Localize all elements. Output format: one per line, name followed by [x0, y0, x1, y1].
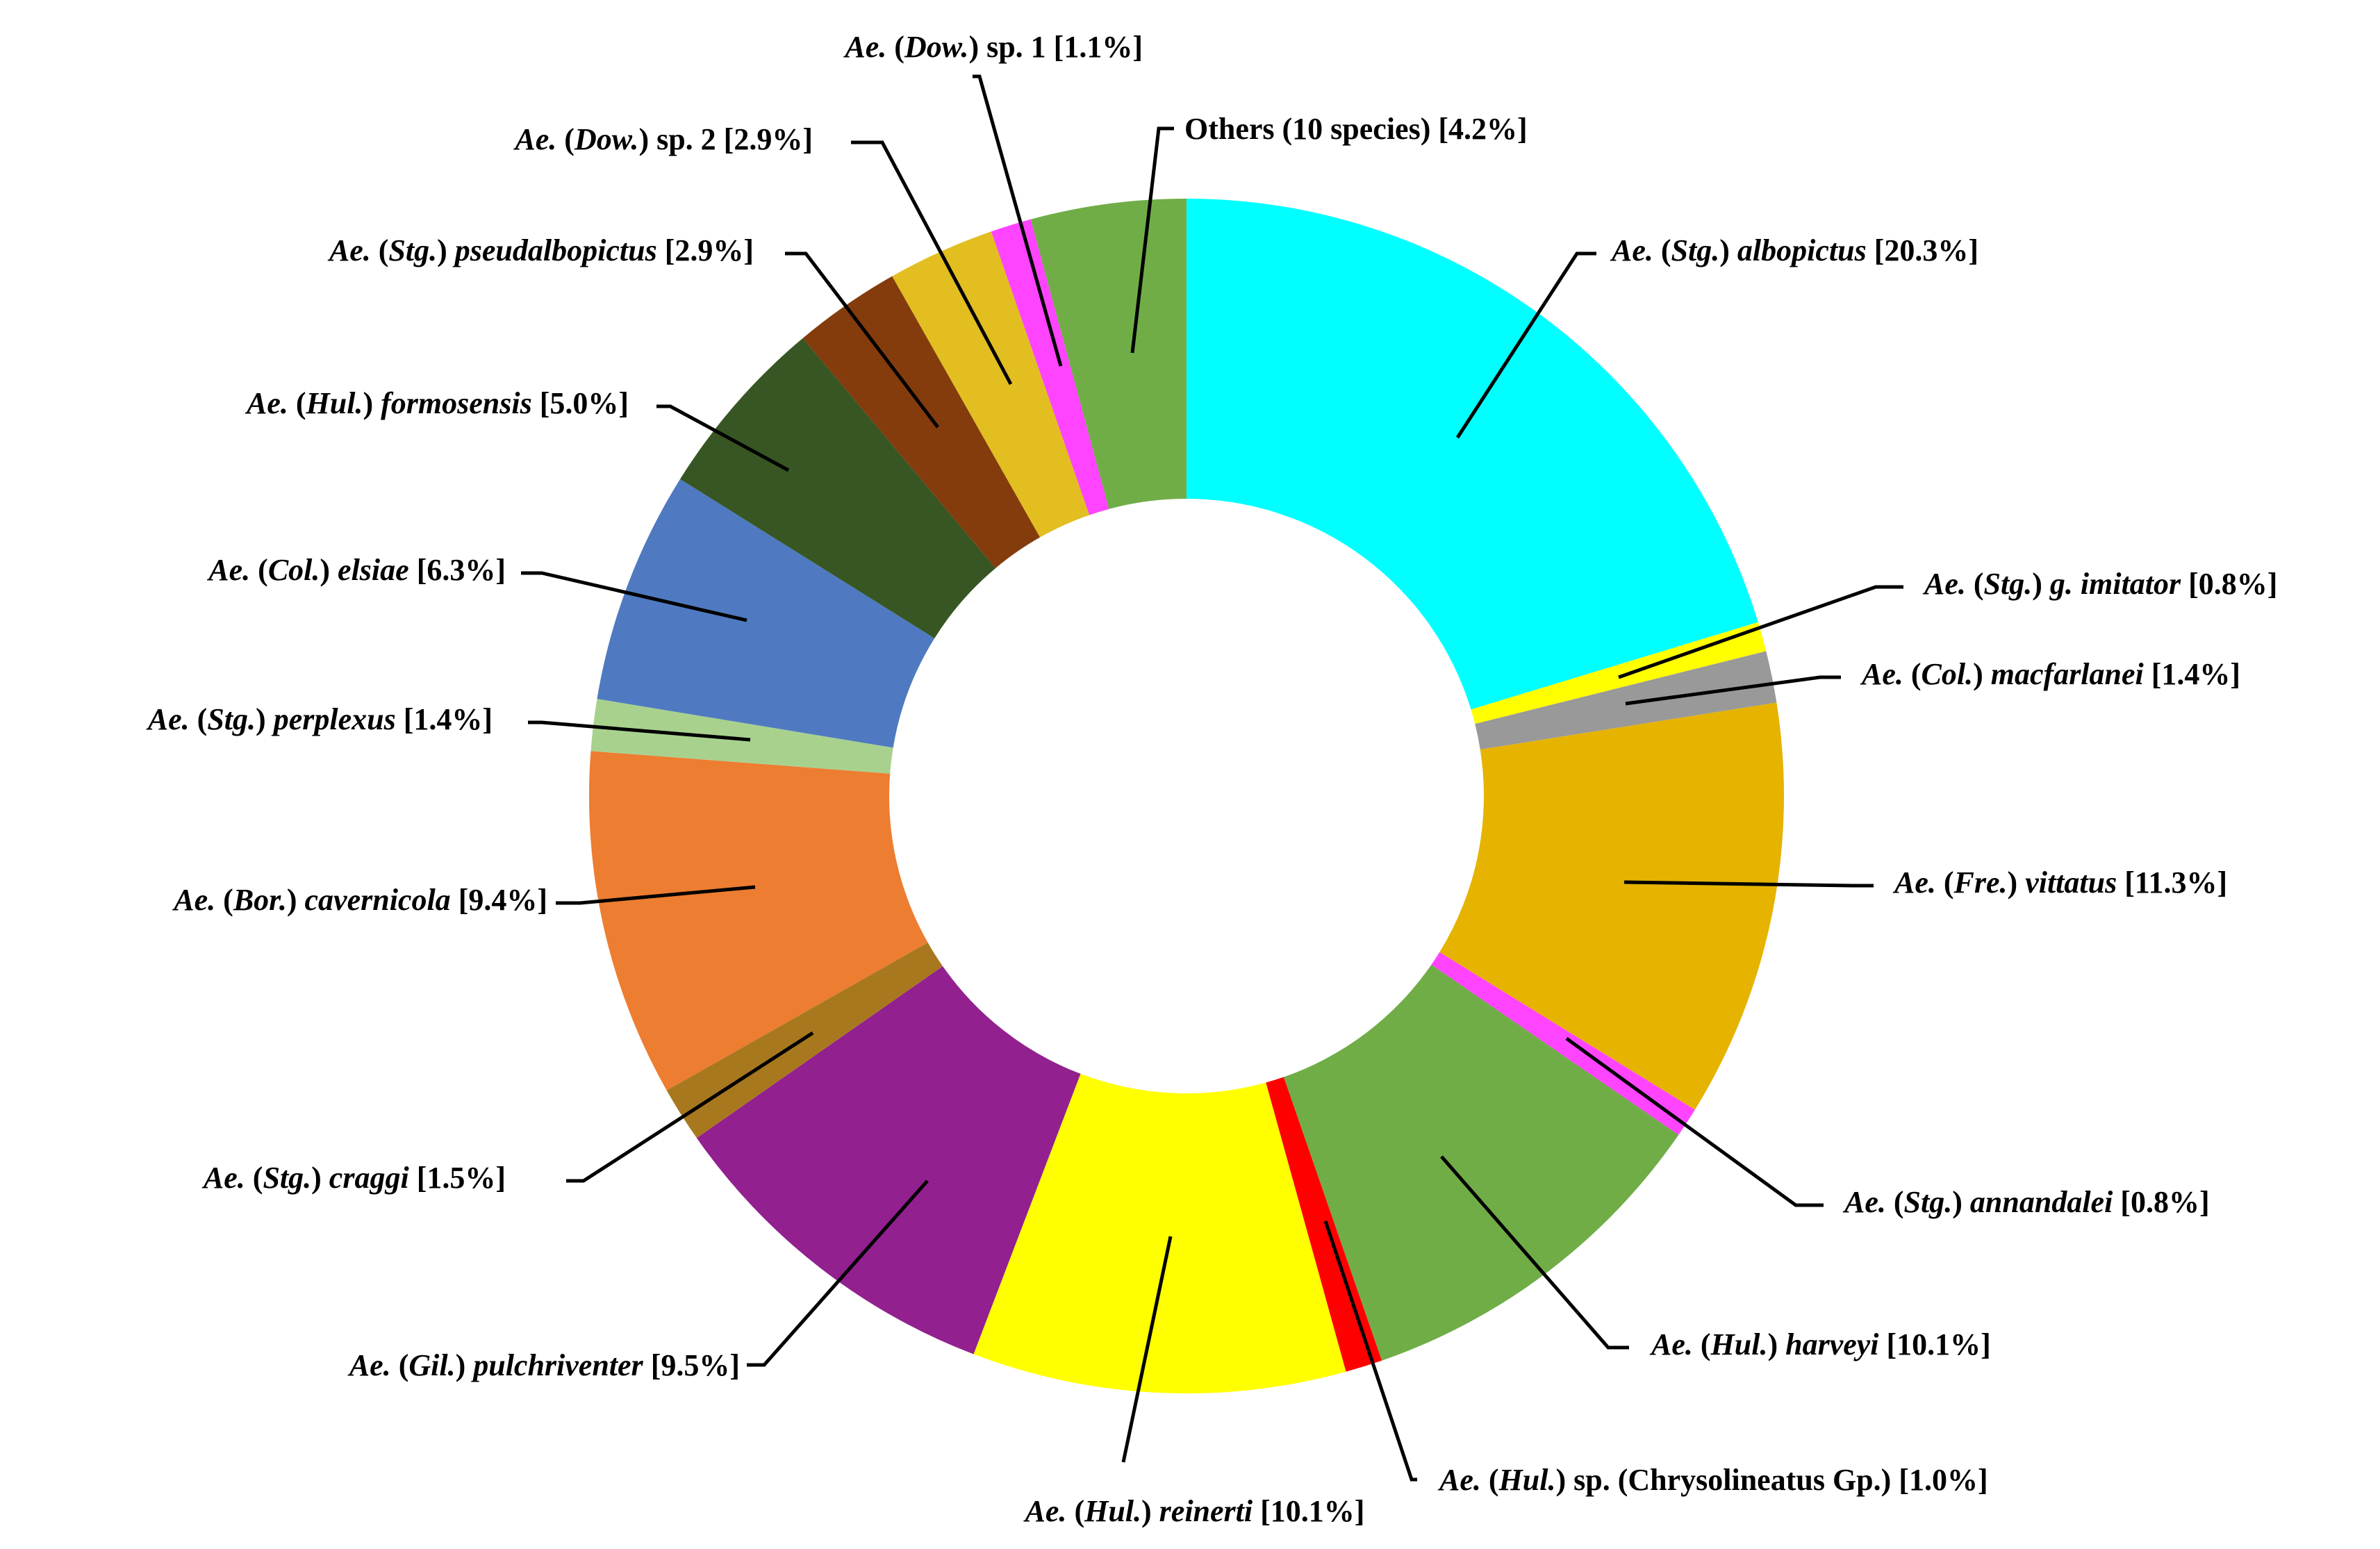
slice-4: [1431, 952, 1695, 1135]
leader-line-0: [1455, 251, 1596, 439]
leader-line-17: [1130, 126, 1174, 354]
leader-line-2: [1625, 675, 1841, 706]
slice-7: [973, 1073, 1346, 1393]
slice-label-16: Ae. (Dow.) sp. 1 [1.1%]: [843, 30, 1143, 64]
slice-label-6: Ae. (Hul.) sp. (Chrysolineatus Gp.) [1.0…: [1437, 1463, 1988, 1497]
slice-8: [696, 966, 1081, 1355]
leader-line-9: [566, 1031, 814, 1183]
leader-line-14: [785, 251, 939, 429]
slice-label-0: Ae. (Stg.) albopictus [20.3%]: [1610, 233, 1978, 267]
slice-10: [589, 751, 928, 1091]
slice-label-15: Ae. (Dow.) sp. 2 [2.9%]: [513, 122, 813, 156]
leader-line-15: [851, 140, 1013, 386]
slice-label-11: Ae. (Stg.) perplexus [1.4%]: [146, 702, 493, 736]
slice-label-14: Ae. (Stg.) pseudalbopictus [2.9%]: [327, 233, 754, 267]
slice-2: [1475, 651, 1777, 750]
leader-line-10: [556, 885, 756, 905]
leader-line-7: [1121, 1236, 1173, 1463]
slice-16: [991, 219, 1109, 515]
leader-line-13: [656, 404, 790, 472]
leader-line-1: [1618, 585, 1903, 679]
leader-line-4: [1565, 1036, 1824, 1207]
slice-label-5: Ae. (Hul.) harveyi [10.1%]: [1649, 1327, 1991, 1361]
slice-label-7: Ae. (Hul.) reinerti [10.1%]: [1023, 1494, 1365, 1528]
leader-line-5: [1440, 1155, 1629, 1350]
slice-5: [1283, 964, 1679, 1361]
slice-15: [892, 231, 1090, 538]
slice-label-2: Ae. (Col.) macfarlanei [1.4%]: [1860, 657, 2240, 691]
slice-13: [679, 338, 996, 638]
slice-label-13: Ae. (Hul.) formosensis [5.0%]: [245, 386, 629, 420]
slice-17: [1030, 199, 1187, 509]
slice-label-10: Ae. (Bor.) cavernicola [9.4%]: [172, 883, 547, 917]
leader-line-3: [1623, 880, 1874, 888]
leader-line-16: [973, 74, 1063, 367]
slice-label-8: Ae. (Gil.) pulchriventer [9.5%]: [347, 1348, 740, 1382]
slice-0: [1187, 199, 1758, 710]
slice-3: [1439, 702, 1784, 1110]
slice-9: [666, 942, 943, 1138]
slice-label-3: Ae. (Fre.) vittatus [11.3%]: [1892, 865, 2227, 900]
slice-label-1: Ae. (Stg.) g. imitator [0.8%]: [1922, 567, 2277, 601]
slice-labels: Ae. (Stg.) albopictus [20.3%] Ae. (Stg.) …: [146, 30, 2278, 1528]
slice-14: [802, 276, 1041, 568]
leader-line-6: [1323, 1220, 1417, 1482]
slice-label-9: Ae. (Stg.) craggi [1.5%]: [201, 1161, 506, 1195]
slice-1: [1471, 622, 1767, 724]
leader-line-11: [528, 720, 751, 742]
slice-12: [597, 479, 935, 748]
slice-label-17: Others (10 species) [4.2%]: [1184, 112, 1528, 146]
slice-11: [590, 699, 893, 774]
leader-line-8: [747, 1179, 929, 1367]
slice-label-12: Ae. (Col.) elsiae [6.3%]: [206, 553, 506, 587]
donut-slices: [589, 199, 1784, 1393]
leader-line-12: [521, 571, 747, 622]
slice-label-4: Ae. (Stg.) annandalei [0.8%]: [1842, 1185, 2210, 1219]
